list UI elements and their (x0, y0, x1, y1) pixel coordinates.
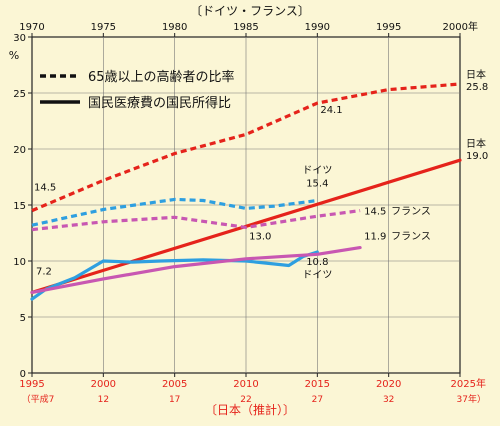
data-label: 日本 (466, 68, 486, 81)
series-line-germany-aging (31, 197, 318, 227)
top-x-tick-label: 1985 (233, 22, 258, 33)
top-axis-title: 〔ドイツ・フランス〕 (190, 4, 310, 18)
top-x-tick-label: 1995 (376, 22, 401, 33)
data-label: 15.4 (306, 179, 328, 190)
series-line-france-medical (30, 246, 362, 294)
grid (31, 36, 461, 374)
data-label: 11.9 (364, 232, 386, 243)
bottom-x-tick-label: 2005 (162, 379, 187, 390)
series-line-france-aging (31, 209, 361, 232)
y-tick-label: 20 (13, 145, 26, 156)
data-label: 日本 (466, 137, 486, 150)
y-tick-label: 0 (20, 369, 26, 380)
bottom-x-sub-label: 17 (169, 395, 180, 405)
bottom-x-sub-label: （平成7 (22, 393, 55, 405)
y-tick-label: 15 (13, 201, 26, 212)
bottom-x-tick-label: 2015 (305, 379, 330, 390)
bottom-axis-title: 〔日本（推計）〕 (205, 402, 295, 417)
y-tick-label: 30 (13, 33, 26, 44)
axes: 0 5 10 15 20 25 30% 1970 1975 1980 1985 1990 1995 200… (9, 4, 486, 417)
y-tick-label: 10 (13, 257, 26, 268)
top-x-tick-label: 1975 (91, 22, 116, 33)
y-tick-label: 25 (13, 89, 26, 100)
data-label: 14.5 (364, 207, 386, 218)
top-x-tick-label: 1980 (162, 22, 187, 33)
bottom-x-sub-label: 32 (383, 395, 394, 405)
data-label: ドイツ (302, 270, 332, 281)
y-unit: % (9, 49, 19, 62)
data-label: 19.0 (466, 151, 488, 162)
data-label: 7.2 (36, 266, 52, 277)
bottom-x-tick-label: 2025年 (451, 377, 486, 390)
bottom-x-tick-label: 2020 (376, 379, 401, 390)
bottom-x-sub-label: 37年） (457, 393, 486, 405)
data-label: ドイツ (302, 166, 332, 177)
data-label: 10.8 (306, 257, 328, 268)
bottom-x-tick-label: 2000 (91, 379, 116, 390)
series (30, 82, 462, 301)
top-x-tick-label: 2000年 (443, 20, 478, 33)
bottom-x-tick-label: 2010 (233, 379, 258, 390)
series-line-germany-medical (30, 250, 319, 301)
y-tick-label: 5 (20, 313, 26, 324)
top-x-tick-label: 1990 (305, 22, 330, 33)
bottom-x-sub-label: 22 (240, 395, 251, 405)
data-label: フランス (391, 231, 431, 243)
bottom-x-sub-label: 12 (98, 395, 109, 405)
legend-label: 65歳以上の高齢者の比率 (88, 69, 235, 85)
data-label: 14.5 (34, 183, 56, 194)
top-x-tick-label: 1970 (19, 22, 44, 33)
bottom-x-sub-label: 27 (312, 395, 323, 405)
data-label: 25.8 (466, 82, 488, 93)
data-label: 13.0 (249, 231, 271, 242)
data-label: フランス (391, 206, 431, 218)
bottom-x-tick-label: 1995 (19, 379, 44, 390)
data-label: 24.1 (320, 105, 342, 116)
legend-label: 国民医療費の国民所得比 (88, 95, 231, 111)
